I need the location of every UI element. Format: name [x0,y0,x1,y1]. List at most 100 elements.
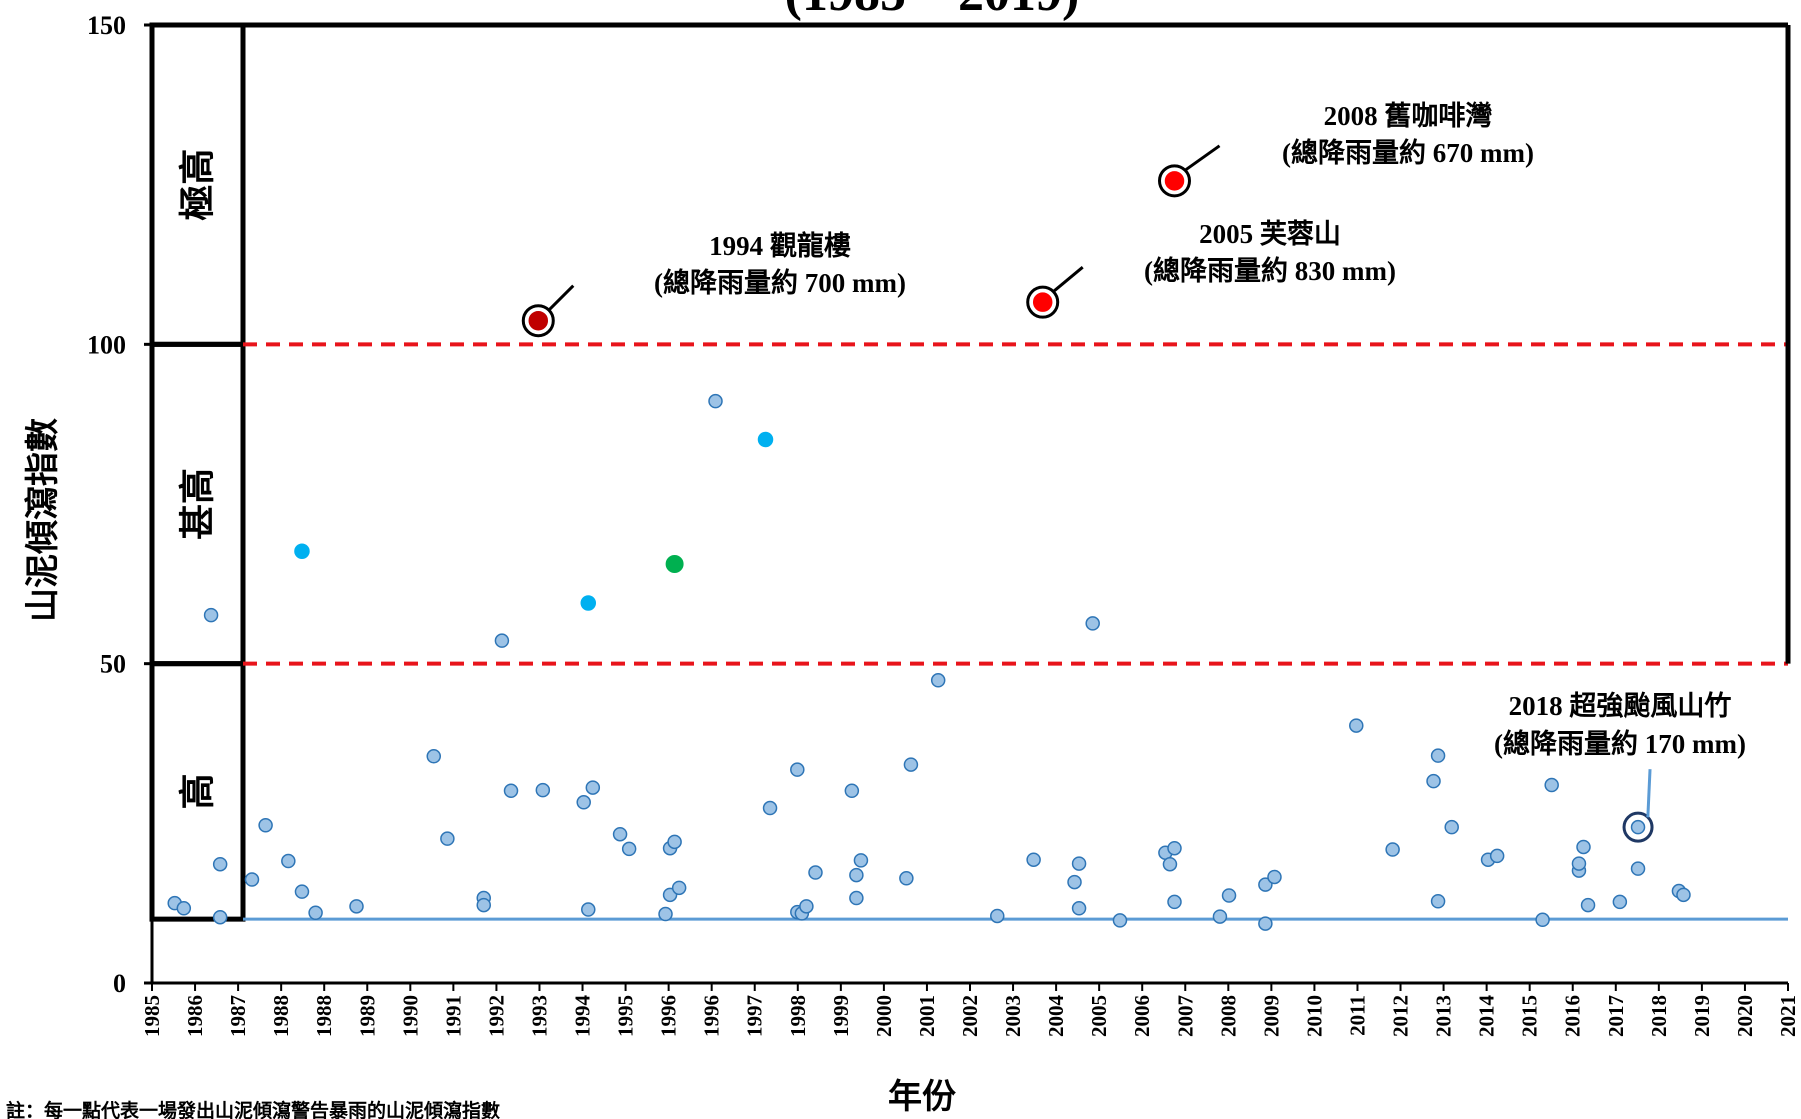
data-point [1427,775,1440,788]
x-tick-label: 2005 [1087,995,1111,1037]
data-point [1572,857,1585,870]
x-axis-label: 年份 [888,1077,956,1117]
data-point [295,885,308,898]
callout-title: 2018 超強颱風山竹 [1509,690,1732,721]
data-point [214,911,227,924]
data-point [850,892,863,905]
x-tick-label: 1988 [312,995,336,1037]
x-tick-label: 1988 [269,995,293,1037]
threshold-lines [243,344,1788,919]
data-point [577,796,590,809]
x-tick-label: 1997 [743,995,767,1037]
data-point [932,674,945,687]
data-point [1491,849,1504,862]
x-tick-label: 1991 [441,995,465,1037]
data-point [259,819,272,832]
data-point [1073,902,1086,915]
data-point [1163,858,1176,871]
x-tick-label: 2014 [1475,995,1499,1038]
x-tick-label: 2013 [1432,995,1456,1037]
y-axis-label: 山泥傾瀉指數 [23,418,63,622]
x-tick-label: 1995 [614,995,638,1037]
data-point [668,835,681,848]
annotations: 1994 觀龍樓(總降雨量約 700 mm)2005 芙蓉山(總降雨量約 830… [523,101,1746,841]
x-tick-label: 2001 [915,995,939,1037]
data-point [214,858,227,871]
x-tick-label: 2008 [1216,995,1240,1037]
callout-rainfall: (總降雨量約 670 mm) [1282,137,1534,168]
x-tick-label: 2019 [1690,995,1714,1037]
data-point [1350,719,1363,732]
chart-title: (1985 – 2019) [785,0,1080,22]
data-point [245,873,258,886]
x-tick-label: 2012 [1389,995,1413,1037]
y-tick-label: 50 [100,650,126,679]
y-axis-ticks: 0 50 100 150 [87,11,152,998]
callout-rainfall: (總降雨量約 700 mm) [654,267,906,298]
data-points [168,395,1690,930]
data-point [441,832,454,845]
data-point [850,869,863,882]
y-tick-label: 100 [87,330,126,359]
x-tick-label: 2000 [872,995,896,1037]
data-point [1545,779,1558,792]
callout-rainfall: (總降雨量約 830 mm) [1144,255,1396,286]
data-point-featured [1034,293,1052,311]
data-point [495,634,508,647]
x-tick-label: 1996 [657,995,681,1037]
axes [152,25,1788,983]
data-point [350,900,363,913]
callout-leader [1648,769,1650,817]
data-point [845,784,858,797]
x-tick-label: 2010 [1302,995,1326,1037]
data-point [177,902,190,915]
data-point [1432,895,1445,908]
x-tick-label: 2020 [1733,995,1757,1037]
data-point [623,842,636,855]
data-point [1086,617,1099,630]
x-tick-label: 2017 [1604,995,1628,1037]
data-point [586,781,599,794]
risk-band-label: 極高 [177,149,219,221]
x-tick-label: 2002 [958,995,982,1037]
data-point [205,609,218,622]
x-tick-label: 2009 [1259,995,1283,1037]
x-tick-label: 1987 [226,995,250,1037]
data-point [477,899,490,912]
x-tick-label: 1993 [527,995,551,1037]
data-point [900,872,913,885]
callout-leader [1185,146,1220,171]
callout-title: 2008 舊咖啡灣 [1324,101,1493,131]
y-tick-label: 0 [113,969,126,998]
x-tick-label: 2015 [1518,995,1542,1037]
x-tick-label: 2018 [1647,995,1671,1037]
data-point [1582,899,1595,912]
x-tick-label: 2003 [1001,995,1025,1037]
data-point [904,758,917,771]
data-point [791,763,804,776]
data-point [536,784,549,797]
data-point [1068,876,1081,889]
data-point [1259,917,1272,930]
x-tick-label: 1992 [484,995,508,1037]
data-point [505,784,518,797]
data-point [1677,888,1690,901]
callout-title: 2005 芙蓉山 [1199,219,1341,249]
data-point [1386,843,1399,856]
data-point [1073,857,1086,870]
risk-band-label: 高 [177,773,219,809]
data-point [1168,842,1181,855]
x-tick-label: 1996 [700,995,724,1037]
data-point [582,903,595,916]
data-point-cyan [580,594,597,611]
x-tick-label: 2004 [1044,995,1068,1038]
data-point-cyan [293,543,310,560]
footnote: 註：每一點代表一場發出山泥傾瀉警告暴雨的山泥傾瀉指數 [6,1099,500,1119]
data-point [1223,889,1236,902]
risk-band-label: 甚高 [177,468,219,540]
data-point [1113,914,1126,927]
data-point-featured [1166,172,1184,190]
data-point [809,866,822,879]
